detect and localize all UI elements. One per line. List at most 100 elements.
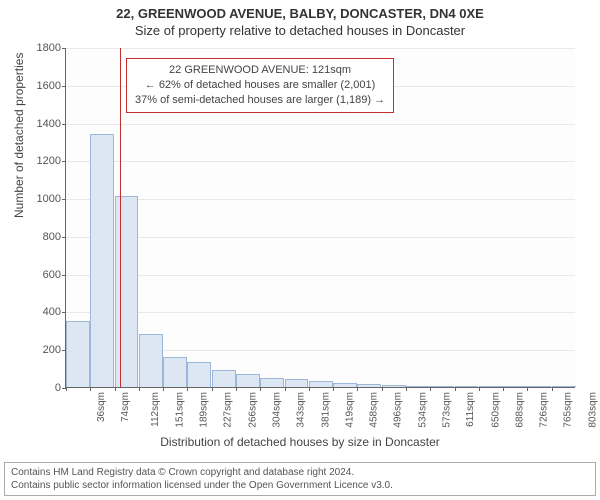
x-tick-mark — [139, 387, 140, 391]
histogram-bar — [455, 386, 479, 387]
y-tick-label: 400 — [43, 306, 61, 318]
x-tick-mark — [406, 387, 407, 391]
chart-title-main: 22, GREENWOOD AVENUE, BALBY, DONCASTER, … — [0, 0, 600, 21]
y-tick-label: 1400 — [37, 118, 61, 130]
y-tick-mark — [62, 124, 66, 125]
x-axis-label: Distribution of detached houses by size … — [0, 435, 600, 449]
x-tick-mark — [552, 387, 553, 391]
gridline — [66, 161, 575, 162]
y-tick-mark — [62, 237, 66, 238]
x-tick-label: 534sqm — [417, 392, 428, 428]
chart-title-sub: Size of property relative to detached ho… — [0, 21, 600, 38]
x-tick-mark — [382, 387, 383, 391]
attribution-footer: Contains HM Land Registry data © Crown c… — [4, 462, 596, 496]
annotation-line: 22 GREENWOOD AVENUE: 121sqm — [135, 63, 385, 78]
y-tick-label: 0 — [55, 382, 61, 394]
x-tick-mark — [527, 387, 528, 391]
y-tick-mark — [62, 275, 66, 276]
histogram-bar — [479, 386, 503, 387]
y-tick-label: 800 — [43, 231, 61, 243]
x-tick-mark — [479, 387, 480, 391]
x-tick-mark — [236, 387, 237, 391]
y-tick-mark — [62, 312, 66, 313]
property-marker-line — [120, 48, 121, 387]
x-tick-label: 304sqm — [272, 392, 283, 428]
histogram-bar — [333, 383, 357, 387]
histogram-bar — [212, 370, 236, 387]
x-tick-label: 496sqm — [393, 392, 404, 428]
y-tick-label: 200 — [43, 344, 61, 356]
footer-line: Contains public sector information licen… — [11, 479, 589, 492]
histogram-bar — [66, 321, 90, 387]
histogram-bar — [503, 386, 527, 387]
x-tick-label: 803sqm — [587, 392, 598, 428]
y-tick-mark — [62, 199, 66, 200]
histogram-bar — [187, 362, 211, 387]
x-tick-label: 227sqm — [223, 392, 234, 428]
y-tick-mark — [62, 161, 66, 162]
histogram-bar — [552, 386, 576, 387]
x-tick-mark — [285, 387, 286, 391]
y-tick-label: 1600 — [37, 80, 61, 92]
x-tick-label: 458sqm — [369, 392, 380, 428]
x-tick-mark — [163, 387, 164, 391]
histogram-bar — [309, 381, 333, 387]
y-tick-mark — [62, 86, 66, 87]
histogram-bar — [163, 357, 187, 387]
gridline — [66, 275, 575, 276]
x-tick-label: 343sqm — [296, 392, 307, 428]
chart-plot-area: 02004006008001000120014001600180036sqm74… — [65, 48, 575, 388]
x-tick-label: 112sqm — [149, 392, 160, 427]
annotation-box: 22 GREENWOOD AVENUE: 121sqm← 62% of deta… — [126, 58, 394, 113]
y-axis-label: Number of detached properties — [12, 53, 26, 218]
x-tick-label: 381sqm — [320, 392, 331, 428]
histogram-bar — [285, 379, 309, 387]
annotation-line: ← 62% of detached houses are smaller (2,… — [135, 78, 385, 93]
x-tick-mark — [430, 387, 431, 391]
gridline — [66, 199, 575, 200]
x-tick-label: 611sqm — [465, 392, 476, 427]
gridline — [66, 48, 575, 49]
histogram-bar — [382, 385, 406, 387]
x-tick-label: 74sqm — [120, 392, 131, 422]
x-tick-mark — [187, 387, 188, 391]
x-tick-label: 266sqm — [247, 392, 258, 428]
histogram-bar — [527, 386, 551, 387]
x-tick-mark — [333, 387, 334, 391]
x-tick-label: 573sqm — [442, 392, 453, 428]
x-tick-label: 688sqm — [514, 392, 525, 428]
histogram-bar — [236, 374, 260, 387]
y-tick-mark — [62, 48, 66, 49]
x-tick-label: 419sqm — [344, 392, 355, 428]
x-tick-label: 36sqm — [96, 392, 107, 422]
gridline — [66, 237, 575, 238]
histogram-bar — [357, 384, 381, 387]
x-tick-mark — [66, 387, 67, 391]
x-tick-label: 726sqm — [539, 392, 550, 428]
gridline — [66, 312, 575, 313]
histogram-bar — [90, 134, 114, 387]
histogram-bar — [139, 334, 163, 387]
x-tick-mark — [212, 387, 213, 391]
histogram-bar — [406, 386, 430, 388]
y-tick-label: 1800 — [37, 42, 61, 54]
histogram-bar — [430, 386, 454, 387]
x-tick-mark — [115, 387, 116, 391]
annotation-line: 37% of semi-detached houses are larger (… — [135, 93, 385, 108]
histogram-bar — [115, 196, 139, 387]
x-tick-mark — [357, 387, 358, 391]
x-tick-mark — [260, 387, 261, 391]
x-tick-label: 151sqm — [174, 392, 185, 428]
gridline — [66, 124, 575, 125]
footer-line: Contains HM Land Registry data © Crown c… — [11, 466, 589, 479]
y-tick-label: 600 — [43, 269, 61, 281]
x-tick-label: 650sqm — [490, 392, 501, 428]
x-tick-mark — [90, 387, 91, 391]
x-tick-label: 765sqm — [563, 392, 574, 428]
y-tick-label: 1200 — [37, 155, 61, 167]
x-tick-label: 189sqm — [199, 392, 210, 428]
x-tick-mark — [503, 387, 504, 391]
x-tick-mark — [309, 387, 310, 391]
x-tick-mark — [455, 387, 456, 391]
histogram-bar — [260, 378, 284, 387]
